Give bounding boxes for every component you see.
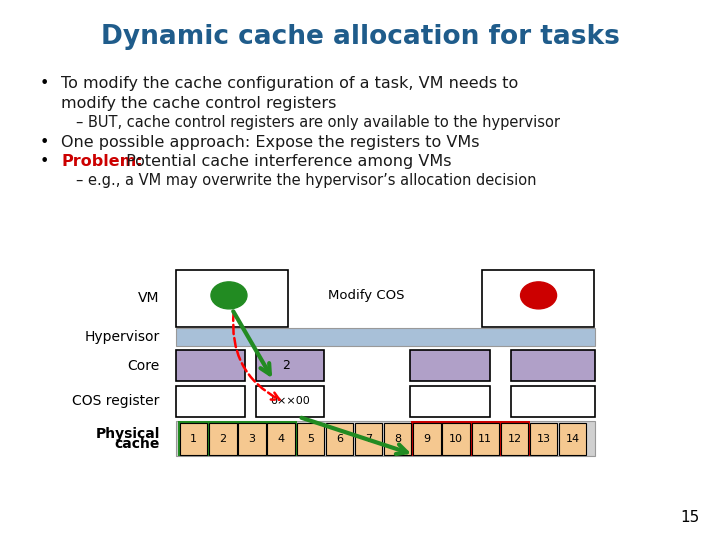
FancyBboxPatch shape bbox=[501, 423, 528, 455]
FancyBboxPatch shape bbox=[511, 350, 595, 381]
Text: 1: 1 bbox=[190, 434, 197, 444]
Text: Potential cache interference among VMs: Potential cache interference among VMs bbox=[121, 154, 451, 169]
FancyBboxPatch shape bbox=[176, 386, 245, 417]
FancyBboxPatch shape bbox=[410, 386, 490, 417]
Text: Dynamic cache allocation for tasks: Dynamic cache allocation for tasks bbox=[101, 24, 619, 50]
FancyBboxPatch shape bbox=[511, 386, 595, 417]
Text: Physical: Physical bbox=[96, 427, 160, 441]
Text: •: • bbox=[40, 76, 49, 91]
FancyArrowPatch shape bbox=[302, 418, 407, 454]
Text: 4: 4 bbox=[278, 434, 284, 444]
Text: – e.g., a VM may overwrite the hypervisor’s allocation decision: – e.g., a VM may overwrite the hyperviso… bbox=[76, 173, 536, 188]
Text: 11: 11 bbox=[478, 434, 492, 444]
Text: •: • bbox=[40, 135, 49, 150]
FancyBboxPatch shape bbox=[325, 423, 353, 455]
Text: Core: Core bbox=[127, 359, 160, 373]
Text: 2: 2 bbox=[282, 359, 290, 372]
Text: •: • bbox=[40, 154, 49, 169]
Text: – BUT, cache control registers are only available to the hypervisor: – BUT, cache control registers are only … bbox=[76, 115, 559, 130]
FancyBboxPatch shape bbox=[180, 423, 207, 455]
FancyArrowPatch shape bbox=[233, 311, 270, 374]
Text: VM: VM bbox=[138, 291, 160, 305]
FancyBboxPatch shape bbox=[411, 421, 531, 456]
Text: 14: 14 bbox=[566, 434, 580, 444]
FancyBboxPatch shape bbox=[256, 350, 324, 381]
Text: 10: 10 bbox=[449, 434, 463, 444]
Text: 3: 3 bbox=[248, 434, 256, 444]
FancyBboxPatch shape bbox=[413, 423, 441, 455]
Text: 5: 5 bbox=[307, 434, 314, 444]
Text: 6: 6 bbox=[336, 434, 343, 444]
FancyBboxPatch shape bbox=[256, 386, 324, 417]
FancyBboxPatch shape bbox=[384, 423, 412, 455]
FancyBboxPatch shape bbox=[472, 423, 499, 455]
Text: cache: cache bbox=[114, 437, 160, 451]
Text: Hypervisor: Hypervisor bbox=[84, 330, 160, 344]
Text: To modify the cache configuration of a task, VM needs to: To modify the cache configuration of a t… bbox=[61, 76, 518, 91]
FancyBboxPatch shape bbox=[530, 423, 557, 455]
FancyBboxPatch shape bbox=[442, 423, 470, 455]
Text: COS register: COS register bbox=[73, 394, 160, 408]
FancyBboxPatch shape bbox=[178, 421, 297, 456]
Text: 12: 12 bbox=[508, 434, 521, 444]
FancyBboxPatch shape bbox=[410, 350, 490, 381]
FancyBboxPatch shape bbox=[482, 270, 594, 327]
FancyBboxPatch shape bbox=[176, 350, 245, 381]
Text: Modify COS: Modify COS bbox=[328, 289, 404, 302]
FancyBboxPatch shape bbox=[238, 423, 266, 455]
FancyBboxPatch shape bbox=[355, 423, 382, 455]
Text: 7: 7 bbox=[365, 434, 372, 444]
Text: 0××00: 0××00 bbox=[270, 396, 310, 407]
FancyBboxPatch shape bbox=[297, 423, 324, 455]
FancyBboxPatch shape bbox=[268, 423, 295, 455]
FancyBboxPatch shape bbox=[176, 270, 288, 327]
Text: One possible approach: Expose the registers to VMs: One possible approach: Expose the regist… bbox=[61, 135, 480, 150]
Text: 9: 9 bbox=[423, 434, 431, 444]
FancyBboxPatch shape bbox=[176, 421, 595, 456]
FancyBboxPatch shape bbox=[209, 423, 236, 455]
Circle shape bbox=[521, 282, 557, 309]
Circle shape bbox=[211, 282, 247, 309]
Text: 13: 13 bbox=[536, 434, 551, 444]
Text: 8: 8 bbox=[395, 434, 401, 444]
Text: 2: 2 bbox=[220, 434, 226, 444]
FancyBboxPatch shape bbox=[176, 328, 595, 346]
FancyArrowPatch shape bbox=[233, 312, 279, 400]
FancyBboxPatch shape bbox=[559, 423, 587, 455]
Text: 15: 15 bbox=[680, 510, 700, 525]
Text: Problem:: Problem: bbox=[61, 154, 143, 169]
Text: modify the cache control registers: modify the cache control registers bbox=[61, 96, 336, 111]
